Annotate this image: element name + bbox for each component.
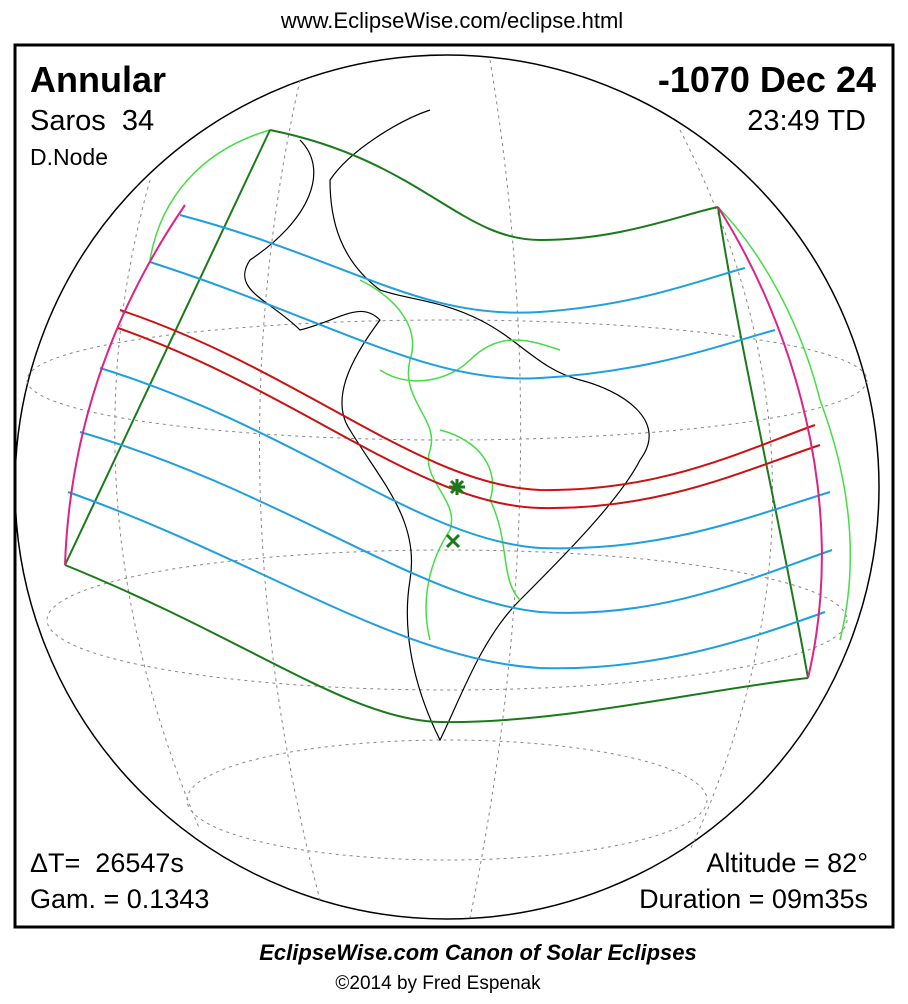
date: -1070 Dec 24 <box>658 59 876 100</box>
saros: Saros 34 <box>30 105 154 137</box>
duration: Duration = 09m35s <box>639 884 868 914</box>
altitude: Altitude = 82° <box>706 848 868 878</box>
eclipse-type: Annular <box>30 59 166 100</box>
globe <box>14 54 880 920</box>
gamma: Gam. = 0.1343 <box>30 884 209 914</box>
url: www.EclipseWise.com/eclipse.html <box>280 8 623 33</box>
delta-t: ΔT= 26547s <box>30 848 184 878</box>
footer-title: EclipseWise.com Canon of Solar Eclipses <box>259 940 697 965</box>
footer-credit: ©2014 by Fred Espenak <box>335 973 541 994</box>
node: D.Node <box>30 144 108 170</box>
time: 23:49 TD <box>747 105 866 137</box>
